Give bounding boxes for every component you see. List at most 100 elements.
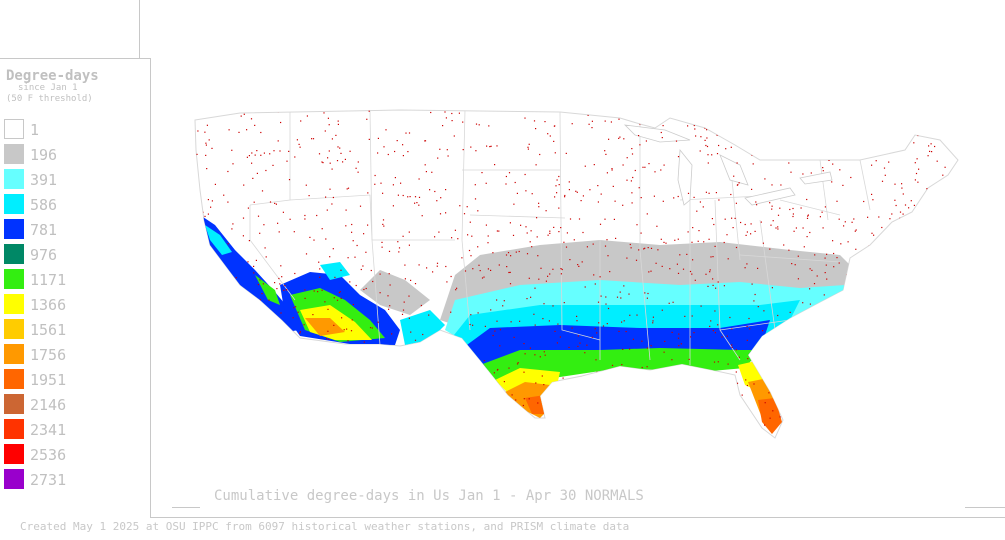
station-dot: [629, 314, 631, 316]
station-dot: [735, 246, 738, 249]
station-dot: [474, 363, 476, 365]
station-dot: [675, 140, 678, 142]
station-dot: [944, 166, 946, 168]
station-dot: [956, 272, 958, 274]
station-dot: [709, 271, 711, 273]
station-dot: [853, 218, 855, 220]
station-dot: [642, 166, 644, 168]
station-dot: [917, 267, 919, 269]
station-dot: [735, 349, 737, 351]
station-dot: [457, 238, 459, 240]
station-dot: [400, 400, 402, 402]
station-dot: [402, 155, 404, 157]
station-dot: [584, 165, 586, 167]
station-dot: [927, 155, 929, 157]
station-dot: [286, 160, 288, 162]
station-dot: [855, 248, 857, 250]
station-dot: [511, 394, 513, 396]
station-dot: [544, 121, 546, 123]
station-dot: [339, 147, 341, 149]
station-dot: [632, 421, 634, 423]
station-dot: [231, 228, 233, 230]
station-dot: [653, 399, 655, 401]
station-dot: [804, 373, 806, 375]
station-dot: [809, 303, 811, 305]
station-dot: [850, 176, 852, 179]
station-dot: [435, 376, 437, 378]
station-dot: [286, 385, 288, 387]
station-dot: [392, 381, 394, 383]
station-dot: [610, 121, 612, 123]
station-dot: [910, 370, 912, 372]
station-dot: [646, 213, 648, 215]
station-dot: [931, 151, 933, 153]
station-dot: [753, 423, 755, 426]
station-dot: [238, 131, 240, 133]
station-dot: [422, 366, 424, 368]
station-dot: [939, 262, 941, 264]
station-dot: [469, 221, 471, 223]
station-dot: [265, 421, 267, 423]
station-dot: [677, 337, 680, 339]
station-dot: [450, 383, 452, 385]
state-boundaries: [249, 110, 871, 365]
station-dot: [377, 137, 379, 139]
station-dot: [313, 378, 315, 380]
station-dot: [463, 213, 466, 215]
legend-item: 1756: [4, 344, 144, 366]
station-dot: [239, 421, 241, 424]
station-dot: [806, 379, 808, 381]
station-dot: [403, 371, 406, 373]
station-dot: [218, 377, 220, 379]
station-dot: [663, 164, 665, 166]
station-dot: [794, 264, 796, 266]
station-dot: [607, 307, 610, 310]
station-dot: [865, 409, 867, 411]
station-dot: [210, 250, 212, 252]
station-dot: [591, 382, 593, 384]
station-dot: [461, 257, 463, 259]
station-dot: [673, 197, 675, 199]
station-dot: [205, 321, 208, 323]
station-dot: [446, 281, 448, 283]
station-dot: [289, 360, 291, 362]
station-dot: [836, 257, 838, 259]
station-dot: [526, 298, 528, 300]
station-dot: [647, 393, 649, 395]
station-dot: [729, 416, 731, 418]
station-dot: [334, 276, 336, 278]
station-dot: [717, 417, 719, 419]
station-dot: [935, 352, 937, 354]
station-dot: [478, 264, 480, 266]
station-dot: [557, 323, 559, 325]
station-dot: [911, 362, 913, 364]
station-dot: [211, 200, 213, 202]
station-dot: [547, 234, 549, 236]
station-dot: [244, 349, 246, 351]
station-dot: [648, 402, 650, 405]
station-dot: [282, 211, 284, 213]
station-dot: [676, 263, 678, 265]
station-dot: [781, 114, 783, 116]
station-dot: [368, 138, 370, 140]
station-dot: [810, 172, 812, 174]
station-dot: [700, 136, 702, 138]
legend-swatch: [4, 194, 24, 214]
station-dot: [503, 300, 505, 302]
station-dot: [579, 342, 581, 344]
station-dot: [597, 185, 599, 187]
station-dot: [317, 353, 319, 355]
station-dot: [809, 385, 811, 387]
station-dot: [715, 287, 717, 289]
station-dot: [264, 247, 266, 249]
station-dot: [921, 292, 923, 294]
station-dot: [654, 171, 656, 173]
station-dot: [241, 323, 243, 325]
station-dot: [374, 183, 376, 185]
station-dot: [672, 301, 674, 303]
station-dot: [792, 363, 794, 366]
station-dot: [445, 117, 447, 119]
station-dot: [802, 302, 804, 304]
station-dot: [252, 400, 254, 402]
station-dot: [920, 323, 922, 325]
